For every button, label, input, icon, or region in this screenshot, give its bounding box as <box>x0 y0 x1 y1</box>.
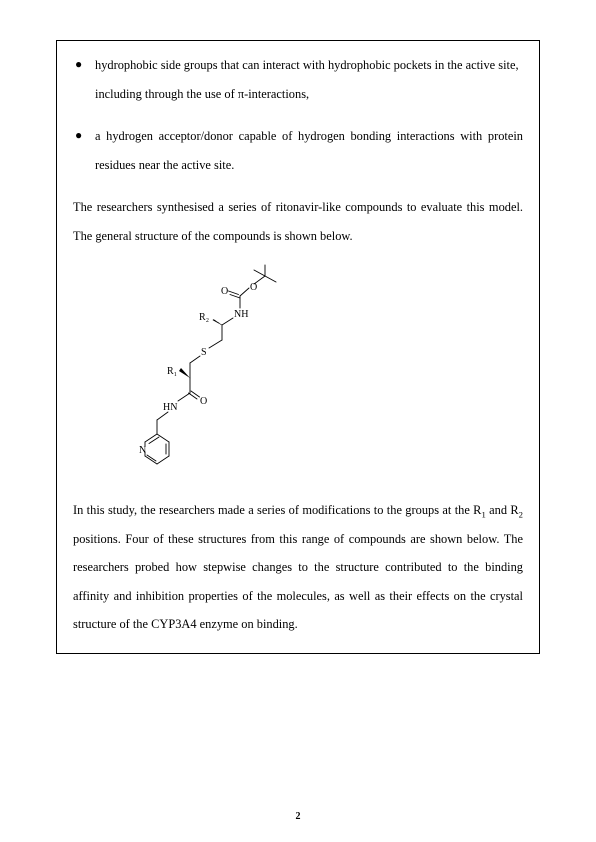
paragraph-study: In this study, the researchers made a se… <box>73 496 523 639</box>
p2-t3: positions. Four of these structures from… <box>73 532 523 632</box>
content-frame: ● hydrophobic side groups that can inter… <box>56 40 540 654</box>
mol-label-N: N <box>139 445 146 456</box>
molecule-structure: O O NH R₂ S R₁ O HN N <box>113 262 523 482</box>
p2-sub2: 2 <box>519 510 523 520</box>
bullet-text: hydrophobic side groups that can interac… <box>95 51 523 108</box>
mol-label-R2: R₂ <box>199 312 209 323</box>
mol-label-HN: HN <box>163 402 177 413</box>
bullet-1: ● hydrophobic side groups that can inter… <box>73 51 523 108</box>
bullet-post: -interactions, <box>244 87 309 101</box>
bullet-text: a hydrogen acceptor/donor capable of hyd… <box>95 122 523 179</box>
bullet-2: ● a hydrogen acceptor/donor capable of h… <box>73 122 523 179</box>
paragraph-intro: The researchers synthesised a series of … <box>73 193 523 250</box>
page: ● hydrophobic side groups that can inter… <box>0 0 596 842</box>
mol-label-S: S <box>201 347 207 358</box>
molecule-svg: O O NH R₂ S R₁ O HN N <box>113 262 303 477</box>
bullet-dot: ● <box>73 122 95 179</box>
mol-label-R1: R₁ <box>167 366 177 377</box>
p2-t2: and R <box>486 503 519 517</box>
p2-t1: In this study, the researchers made a se… <box>73 503 481 517</box>
mol-label-O-dbl: O <box>221 286 228 297</box>
mol-label-O3: O <box>200 396 207 407</box>
page-number: 2 <box>0 811 596 822</box>
mol-label-O-top: O <box>250 282 257 293</box>
mol-label-NH: NH <box>234 309 248 320</box>
bullet-dot: ● <box>73 51 95 108</box>
